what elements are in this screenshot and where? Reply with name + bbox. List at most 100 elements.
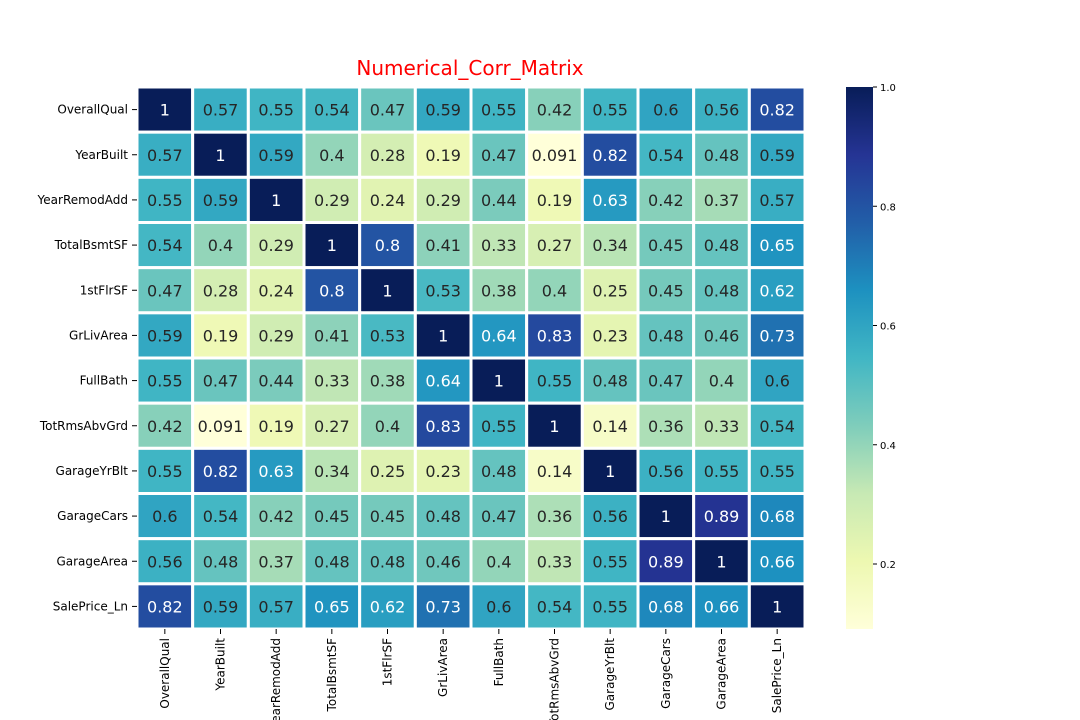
heatmap-cell [525,85,584,134]
cell-value-label: 0.36 [537,507,573,526]
heatmap-cell [525,130,584,179]
cell-value-label: 0.82 [203,462,239,481]
x-tick-label: TotalBsmtSF [325,638,339,713]
cell-value-label: 0.54 [147,236,183,255]
cell-value-label: 0.56 [592,507,628,526]
heatmap-cell [636,221,696,270]
cell-value-label: 0.14 [592,417,628,436]
cell-value-label: 1 [382,281,392,300]
cell-value-label: 0.55 [592,101,628,120]
cell-value-label: 0.37 [704,191,740,210]
cell-value-label: 0.29 [425,191,461,210]
cell-value-label: 0.14 [537,462,573,481]
heatmap-cell [747,446,807,496]
cell-value-label: 0.57 [258,597,294,616]
cell-value-label: 0.8 [375,236,400,255]
heatmap-cell [413,311,473,360]
heatmap-cell [413,266,473,315]
colorbar: 0.2 0.4 0.6 0.8 1.0 [846,83,896,629]
cell-value-label: 0.33 [704,417,740,436]
chart-title: Numerical_Corr_Matrix [356,56,583,80]
y-tick-label: TotRmsAbvGrd [39,419,128,433]
cell-value-label: 0.83 [425,417,461,436]
cell-value-label: 0.29 [258,326,294,345]
cell-value-label: 0.42 [258,507,294,526]
cell-value-label: 0.42 [537,101,573,120]
cell-value-label: 0.41 [425,236,461,255]
cell-value-label: 0.38 [481,281,517,300]
heatmap-cell [246,446,306,496]
cell-value-label: 0.6 [764,372,789,391]
cell-value-label: 0.42 [648,191,684,210]
heatmap-cell [302,311,362,360]
heatmap-cell [747,221,807,270]
cell-value-label: 0.65 [759,236,795,255]
cell-value-label: 0.68 [648,597,684,616]
heatmap-cell [580,356,640,405]
heatmap-cell [469,401,529,450]
heatmap-cell [580,311,640,360]
y-tick-label: GarageYrBlt [56,464,129,478]
y-tick-label: GarageCars [57,509,128,523]
cell-value-label: 0.25 [592,281,628,300]
cell-value-label: 0.54 [314,101,350,120]
x-tick-label: GrLivArea [436,638,450,697]
cell-value-label: 0.54 [537,597,573,616]
heatmap-cell [525,311,584,360]
heatmap-cell [525,492,584,541]
colorbar-gradient [846,87,873,629]
cell-value-label: 0.66 [759,552,795,571]
cell-value-label: 0.48 [481,462,517,481]
cell-value-label: 0.37 [258,552,294,571]
cell-value-label: 0.59 [147,326,183,345]
x-tick-label: GarageCars [659,638,673,709]
cell-value-label: 0.56 [648,462,684,481]
cell-value-label: 0.47 [147,281,183,300]
cell-value-label: 0.4 [208,236,233,255]
cell-value-label: 0.6 [152,507,177,526]
y-tick-label: YearBuilt [74,148,128,162]
cell-value-label: 0.66 [704,597,740,616]
cell-value-label: 0.48 [704,281,740,300]
cell-value-label: 0.4 [486,552,511,571]
heatmap-cell [191,356,250,405]
y-tick-label: GrLivArea [69,328,128,342]
cell-value-label: 0.64 [425,372,461,391]
colorbar-tick-label: 0.8 [880,202,896,213]
cell-value-label: 0.63 [592,191,628,210]
cell-value-label: 0.44 [481,191,517,210]
cell-value-label: 0.25 [370,462,406,481]
heatmap-cells: 1 0.57 0.55 0.54 0.47 0.59 0.55 0.42 0.55 0.6 0.56… [135,85,807,631]
heatmap-cell [135,537,195,586]
heatmap-cell [692,537,751,586]
cell-value-label: 0.89 [648,552,684,571]
heatmap-cell [747,401,807,450]
cell-value-label: 0.55 [147,372,183,391]
cell-value-label: 0.48 [425,507,461,526]
heatmap-cell [246,175,306,224]
cell-value-label: 0.53 [425,281,461,300]
cell-value-label: 0.47 [481,507,517,526]
y-tick-label: FullBath [80,374,128,388]
heatmap-cell [358,401,417,450]
cell-value-label: 0.73 [759,326,795,345]
heatmap-cell [636,582,696,631]
cell-value-label: 0.55 [704,462,740,481]
cell-value-label: 0.57 [759,191,795,210]
cell-value-label: 0.55 [592,552,628,571]
heatmap-cell [747,356,807,405]
cell-value-label: 0.55 [592,597,628,616]
cell-value-label: 0.6 [486,597,511,616]
cell-value-label: 1 [494,372,504,391]
cell-value-label: 0.59 [203,191,239,210]
cell-value-label: 0.55 [147,191,183,210]
cell-value-label: 1 [716,552,726,571]
cell-value-label: 0.56 [147,552,183,571]
colorbar-tick-label: 0.2 [880,560,896,571]
cell-value-label: 0.4 [709,372,734,391]
cell-value-label: 0.68 [759,507,795,526]
cell-value-label: 0.38 [370,372,406,391]
cell-value-label: 0.23 [425,462,461,481]
cell-value-label: 0.48 [370,552,406,571]
